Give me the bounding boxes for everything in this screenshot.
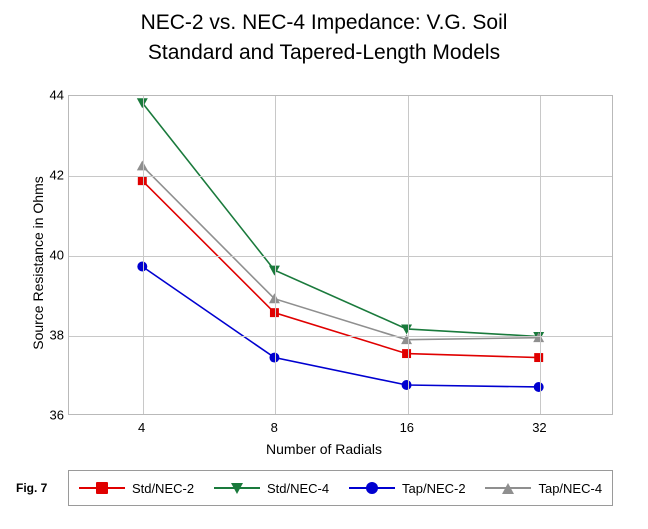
legend-item: Std/NEC-4 <box>213 480 330 496</box>
y-axis-title: Source Resistance in Ohms <box>30 176 46 350</box>
legend-swatch <box>213 482 260 494</box>
data-point-marker <box>401 324 413 335</box>
series-line <box>141 102 539 338</box>
legend-marker-triangle-down-icon <box>230 483 243 494</box>
page-title-line-1: NEC-2 vs. NEC-4 Impedance: V.G. Soil <box>140 11 508 34</box>
data-point-marker <box>268 293 280 304</box>
gridline-vertical <box>540 96 542 414</box>
x-axis-tick-label: 16 <box>399 420 415 435</box>
gridline-vertical <box>275 96 277 414</box>
data-point-marker <box>534 353 544 363</box>
data-point-marker <box>401 334 413 345</box>
data-point-marker <box>401 380 412 390</box>
gridline-horizontal <box>69 256 612 257</box>
y-axis-tick-label: 38 <box>49 327 64 343</box>
chart-legend: Std/NEC-2 Std/NEC-4 Tap/NEC-2 Tap/NEC-4 <box>68 470 613 506</box>
legend-swatch <box>349 482 395 494</box>
data-point-marker <box>269 308 279 318</box>
series-line <box>141 180 539 359</box>
data-point-marker <box>533 382 544 392</box>
data-point-marker <box>136 98 148 109</box>
legend-item: Std/NEC-2 <box>78 480 195 496</box>
legend-item: Tap/NEC-2 <box>349 481 466 496</box>
gridline-horizontal <box>69 176 612 177</box>
x-axis-tick-labels: 4 8 16 32 <box>68 421 613 439</box>
y-axis-tick-label: 40 <box>49 247 64 263</box>
data-point-marker <box>137 176 147 186</box>
gridline-horizontal <box>69 336 612 337</box>
legend-marker-circle-icon <box>366 482 378 494</box>
legend-swatch <box>485 482 532 494</box>
series-layer <box>136 98 545 392</box>
legend-marker-square-icon <box>95 482 108 494</box>
y-axis-tick-label: 44 <box>49 87 64 103</box>
legend-label: Tap/NEC-2 <box>402 480 466 496</box>
series-line <box>141 265 539 388</box>
y-axis-tick-label: 36 <box>49 407 64 423</box>
legend-label: Tap/NEC-4 <box>538 480 603 496</box>
gridline-vertical <box>407 96 409 414</box>
legend-label: Std/NEC-4 <box>266 480 330 496</box>
series-line <box>141 165 539 341</box>
x-axis-title: Number of Radials <box>266 441 382 457</box>
x-axis-tick-label: 32 <box>532 420 547 435</box>
page-title-line-2: Standard and Tapered-Length Models <box>147 41 501 64</box>
data-point-marker <box>136 160 148 171</box>
data-point-marker <box>137 261 148 272</box>
x-axis-tick-label: 8 <box>270 420 278 435</box>
page-title: NEC-2 vs. NEC-4 Impedance: V.G. Soil Sta… <box>0 8 648 68</box>
legend-marker-triangle-up-icon <box>502 483 515 494</box>
plot-area <box>68 95 613 415</box>
legend-swatch <box>78 482 125 494</box>
y-axis-tick-labels: 36 38 40 42 44 <box>30 89 64 422</box>
data-point-marker <box>533 332 545 343</box>
data-point-marker <box>269 352 280 363</box>
y-axis-tick-label: 42 <box>49 167 64 183</box>
x-axis-tick-label: 4 <box>137 420 146 435</box>
gridline-vertical <box>142 96 144 414</box>
legend-item: Tap/NEC-4 <box>485 481 602 496</box>
figure-label: Fig. 7 <box>16 481 48 495</box>
data-point-marker <box>402 349 412 359</box>
data-point-marker <box>268 265 280 276</box>
legend-label: Std/NEC-2 <box>131 480 195 496</box>
